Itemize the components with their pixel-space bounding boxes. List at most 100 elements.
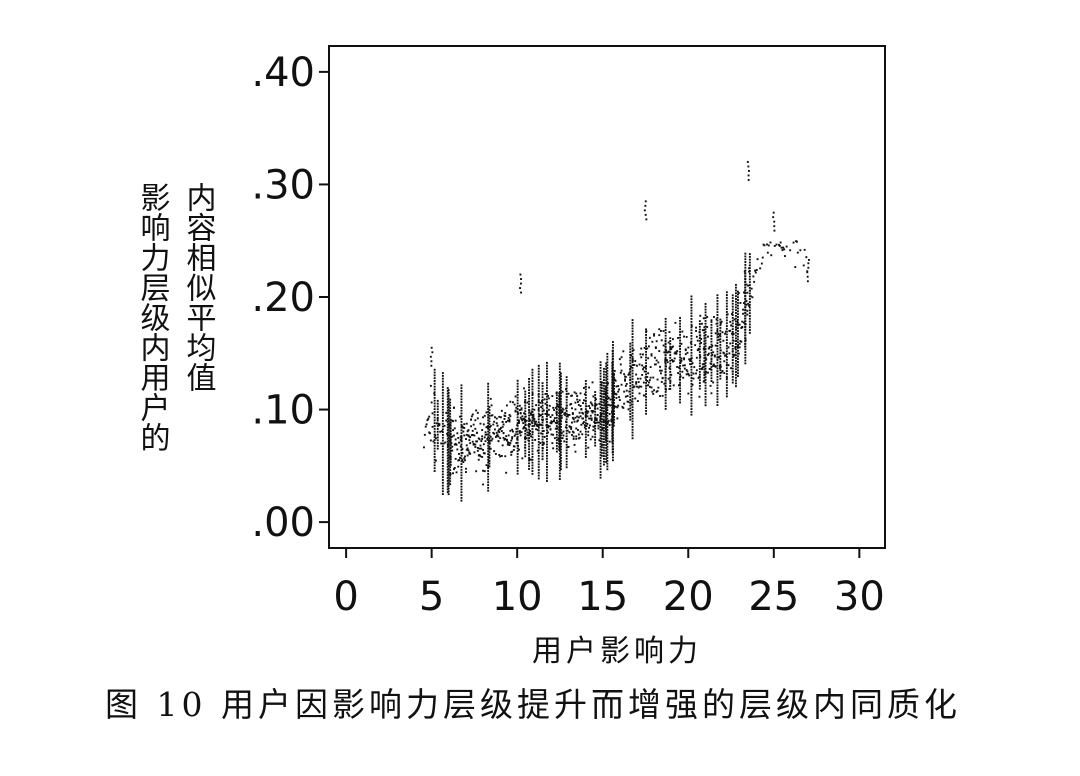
scatter-point <box>524 418 527 421</box>
scatter-point <box>465 422 468 425</box>
scatter-point <box>430 364 433 367</box>
scatter-point <box>748 326 751 329</box>
scatter-point <box>710 335 713 337</box>
scatter-point <box>524 401 527 404</box>
scatter-point <box>467 434 470 437</box>
scatter-point <box>719 332 722 335</box>
scatter-point <box>463 427 466 429</box>
scatter-point <box>516 438 519 441</box>
scatter-point <box>606 412 609 414</box>
scatter-point <box>546 435 548 437</box>
scatter-point <box>528 403 530 406</box>
scatter-point <box>583 393 586 396</box>
scatter-point <box>606 417 609 420</box>
scatter-point <box>599 419 602 421</box>
scatter-point <box>436 416 439 419</box>
scatter-point <box>719 363 722 366</box>
scatter-point <box>631 378 634 381</box>
scatter-point <box>710 349 713 352</box>
scatter-point <box>488 445 491 448</box>
scatter-point <box>716 398 719 401</box>
scatter-point <box>605 452 608 455</box>
scatter-point <box>606 367 609 369</box>
scatter-point <box>704 379 707 381</box>
scatter-point <box>698 368 701 370</box>
scatter-point <box>560 400 562 403</box>
y-tick-label: .40 <box>251 50 315 96</box>
scatter-point <box>436 402 439 405</box>
scatter-point <box>509 429 512 432</box>
scatter-point <box>733 353 736 356</box>
scatter-point <box>701 363 704 366</box>
scatter-point <box>537 408 540 411</box>
scatter-point <box>433 371 436 374</box>
scatter-point <box>606 352 609 355</box>
scatter-point <box>524 449 527 452</box>
scatter-point <box>669 347 672 349</box>
scatter-point <box>660 330 662 332</box>
scatter-point <box>546 471 548 474</box>
scatter-point <box>737 361 739 363</box>
scatter-point <box>634 397 637 400</box>
scatter-point <box>718 356 721 358</box>
scatter-point <box>496 424 499 427</box>
scatter-point <box>560 378 562 381</box>
scatter-point <box>645 345 647 348</box>
scatter-point <box>612 456 614 459</box>
scatter-point <box>725 375 728 378</box>
scatter-point <box>587 434 590 437</box>
scatter-point <box>658 328 661 331</box>
scatter-point <box>690 309 693 312</box>
scatter-point <box>460 420 463 423</box>
scatter-point <box>719 343 722 346</box>
scatter-point <box>731 311 734 314</box>
scatter-point <box>447 400 450 403</box>
scatter-point <box>565 381 568 384</box>
scatter-point <box>629 407 632 410</box>
scatter-point <box>531 413 534 416</box>
scatter-point <box>607 419 610 422</box>
scatter-point <box>495 422 498 425</box>
scatter-point <box>660 372 662 375</box>
scatter-point <box>546 398 548 401</box>
scatter-point <box>716 350 719 353</box>
scatter-point <box>747 165 750 168</box>
scatter-point <box>731 328 734 331</box>
scatter-point <box>528 417 530 420</box>
scatter-point <box>679 364 681 367</box>
scatter-point <box>584 382 587 385</box>
scatter-point <box>642 368 644 371</box>
scatter-point <box>560 426 562 428</box>
scatter-point <box>716 322 719 325</box>
scatter-point <box>560 434 562 437</box>
scatter-point <box>645 401 647 404</box>
scatter-point <box>524 444 527 446</box>
scatter-point <box>555 416 558 419</box>
scatter-point <box>488 409 491 412</box>
scatter-point <box>436 399 439 402</box>
scatter-point <box>785 245 788 248</box>
scatter-point <box>664 376 667 379</box>
scatter-point <box>558 426 561 429</box>
scatter-point <box>634 360 637 362</box>
scatter-point <box>543 436 546 438</box>
scatter-point <box>447 453 450 456</box>
scatter-point <box>606 468 609 471</box>
scatter-point <box>599 457 602 459</box>
scatter-point <box>607 396 610 399</box>
scatter-point <box>704 359 707 362</box>
scatter-point <box>493 450 496 453</box>
scatter-point <box>537 400 540 403</box>
scatter-point <box>716 329 719 332</box>
scatter-point <box>740 340 743 343</box>
scatter-point <box>731 376 734 378</box>
scatter-point <box>537 404 540 407</box>
scatter-point <box>471 440 474 443</box>
scatter-point <box>449 404 452 407</box>
scatter-point <box>441 377 444 380</box>
scatter-point <box>744 269 747 272</box>
scatter-point <box>599 392 602 395</box>
scatter-point <box>735 323 737 326</box>
scatter-point <box>499 437 502 440</box>
scatter-point <box>541 421 544 424</box>
